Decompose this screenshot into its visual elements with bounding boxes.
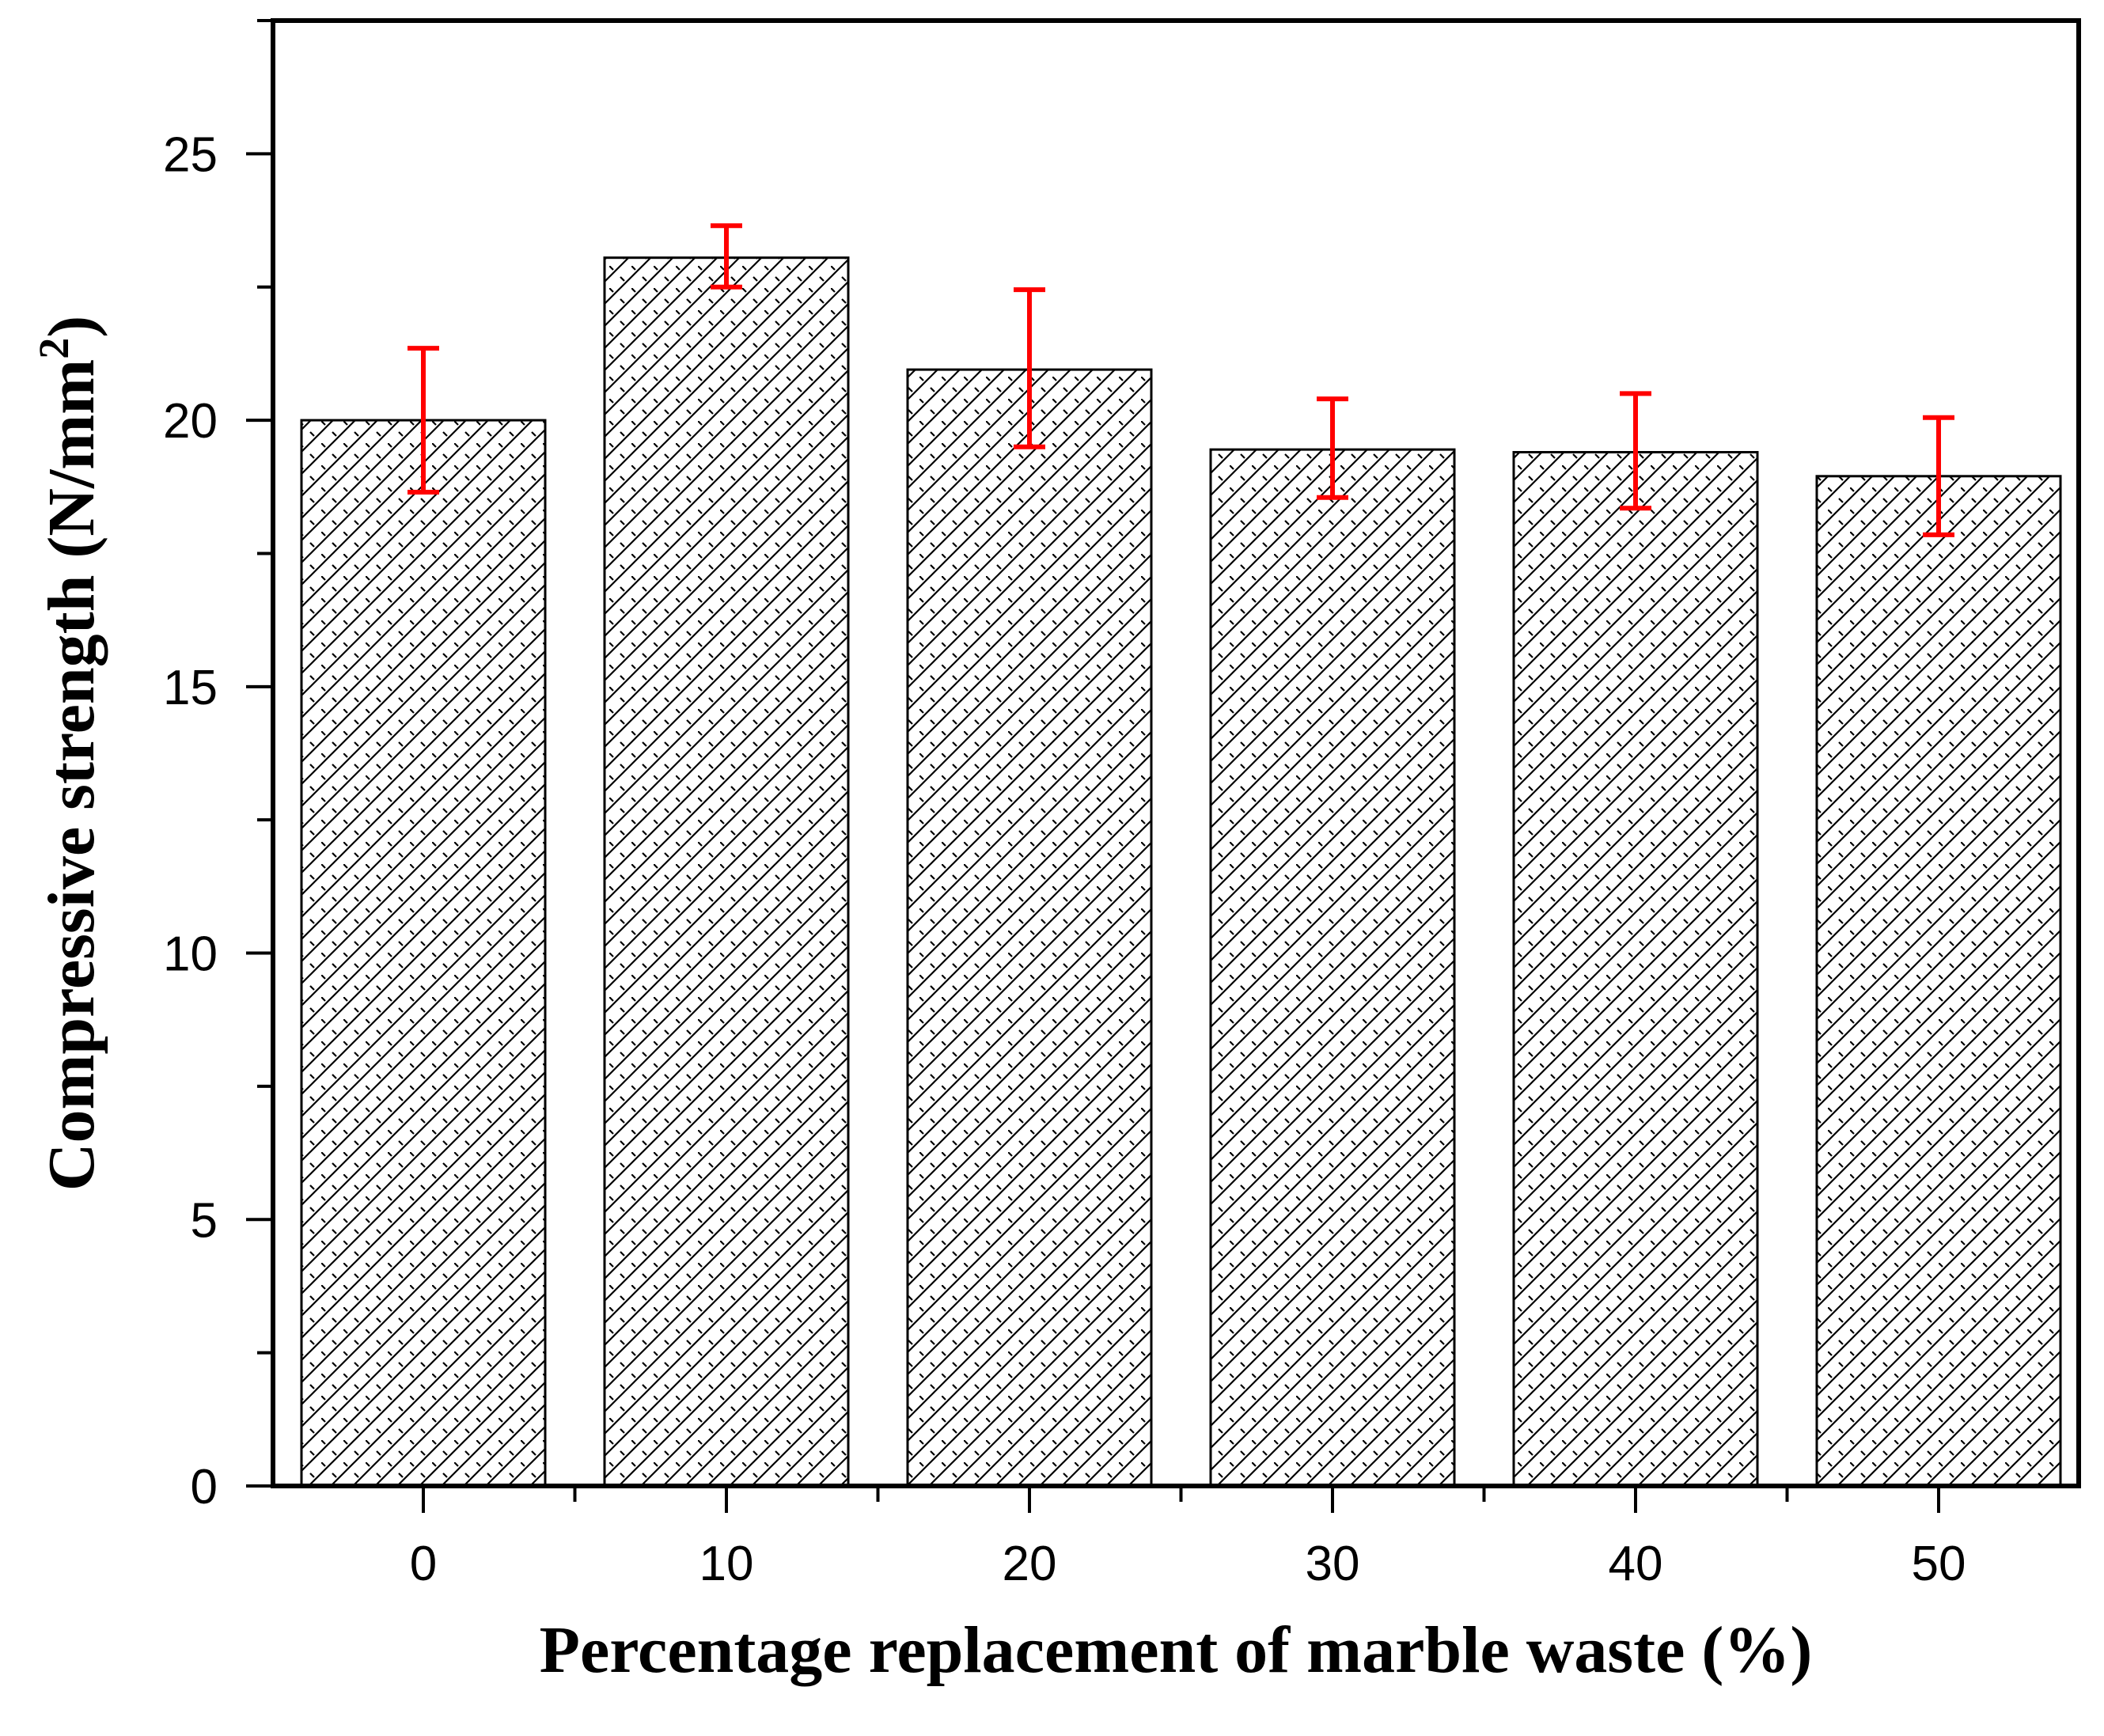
error-bar-10 (711, 223, 742, 290)
error-bar-0 (408, 346, 439, 495)
bar-hatch-0 (301, 420, 545, 1487)
x-axis-ticks: 0 10 20 30 40 50 (410, 1486, 1966, 1591)
error-bar-30 (1317, 396, 1348, 500)
y-tick-label-20: 20 (163, 394, 218, 449)
x-tick-label-20: 20 (1003, 1537, 1057, 1591)
error-bar-50 (1923, 415, 1954, 537)
x-tick-label-50: 50 (1912, 1537, 1966, 1591)
error-bar-20 (1014, 287, 1045, 449)
y-axis-title-superscript: 2 (30, 338, 78, 359)
y-axis-title: Compressive strength (N/mm2) (30, 316, 108, 1191)
plot-frame (271, 18, 2081, 1488)
y-tick-label-15: 15 (163, 661, 218, 715)
y-tick-label-5: 5 (191, 1193, 218, 1248)
y-axis-title-close: ) (35, 316, 108, 338)
x-axis-title: Percentage replacement of marble waste (… (540, 1613, 1813, 1687)
y-tick-label-10: 10 (163, 927, 218, 982)
y-axis-title-main: Compressive strength (N/mm (35, 359, 108, 1191)
x-tick-label-30: 30 (1306, 1537, 1360, 1591)
y-axis-ticks: 0 5 10 15 20 25 (163, 19, 273, 1514)
error-bars-layer (408, 223, 1954, 537)
bar-hatch-30 (1211, 449, 1454, 1487)
bar-hatch-10 (605, 257, 848, 1487)
bar-hatch-20 (908, 370, 1151, 1486)
x-tick-label-10: 10 (699, 1537, 754, 1591)
y-tick-label-0: 0 (191, 1460, 218, 1514)
x-tick-label-0: 0 (410, 1537, 437, 1591)
axes (271, 18, 2081, 1488)
bars-layer (300, 256, 2062, 1488)
error-bar-40 (1620, 391, 1651, 511)
bar-hatch-40 (1514, 452, 1757, 1486)
y-tick-label-25: 25 (163, 127, 218, 182)
bar-hatch-50 (1817, 476, 2060, 1486)
x-tick-label-40: 40 (1609, 1537, 1663, 1591)
